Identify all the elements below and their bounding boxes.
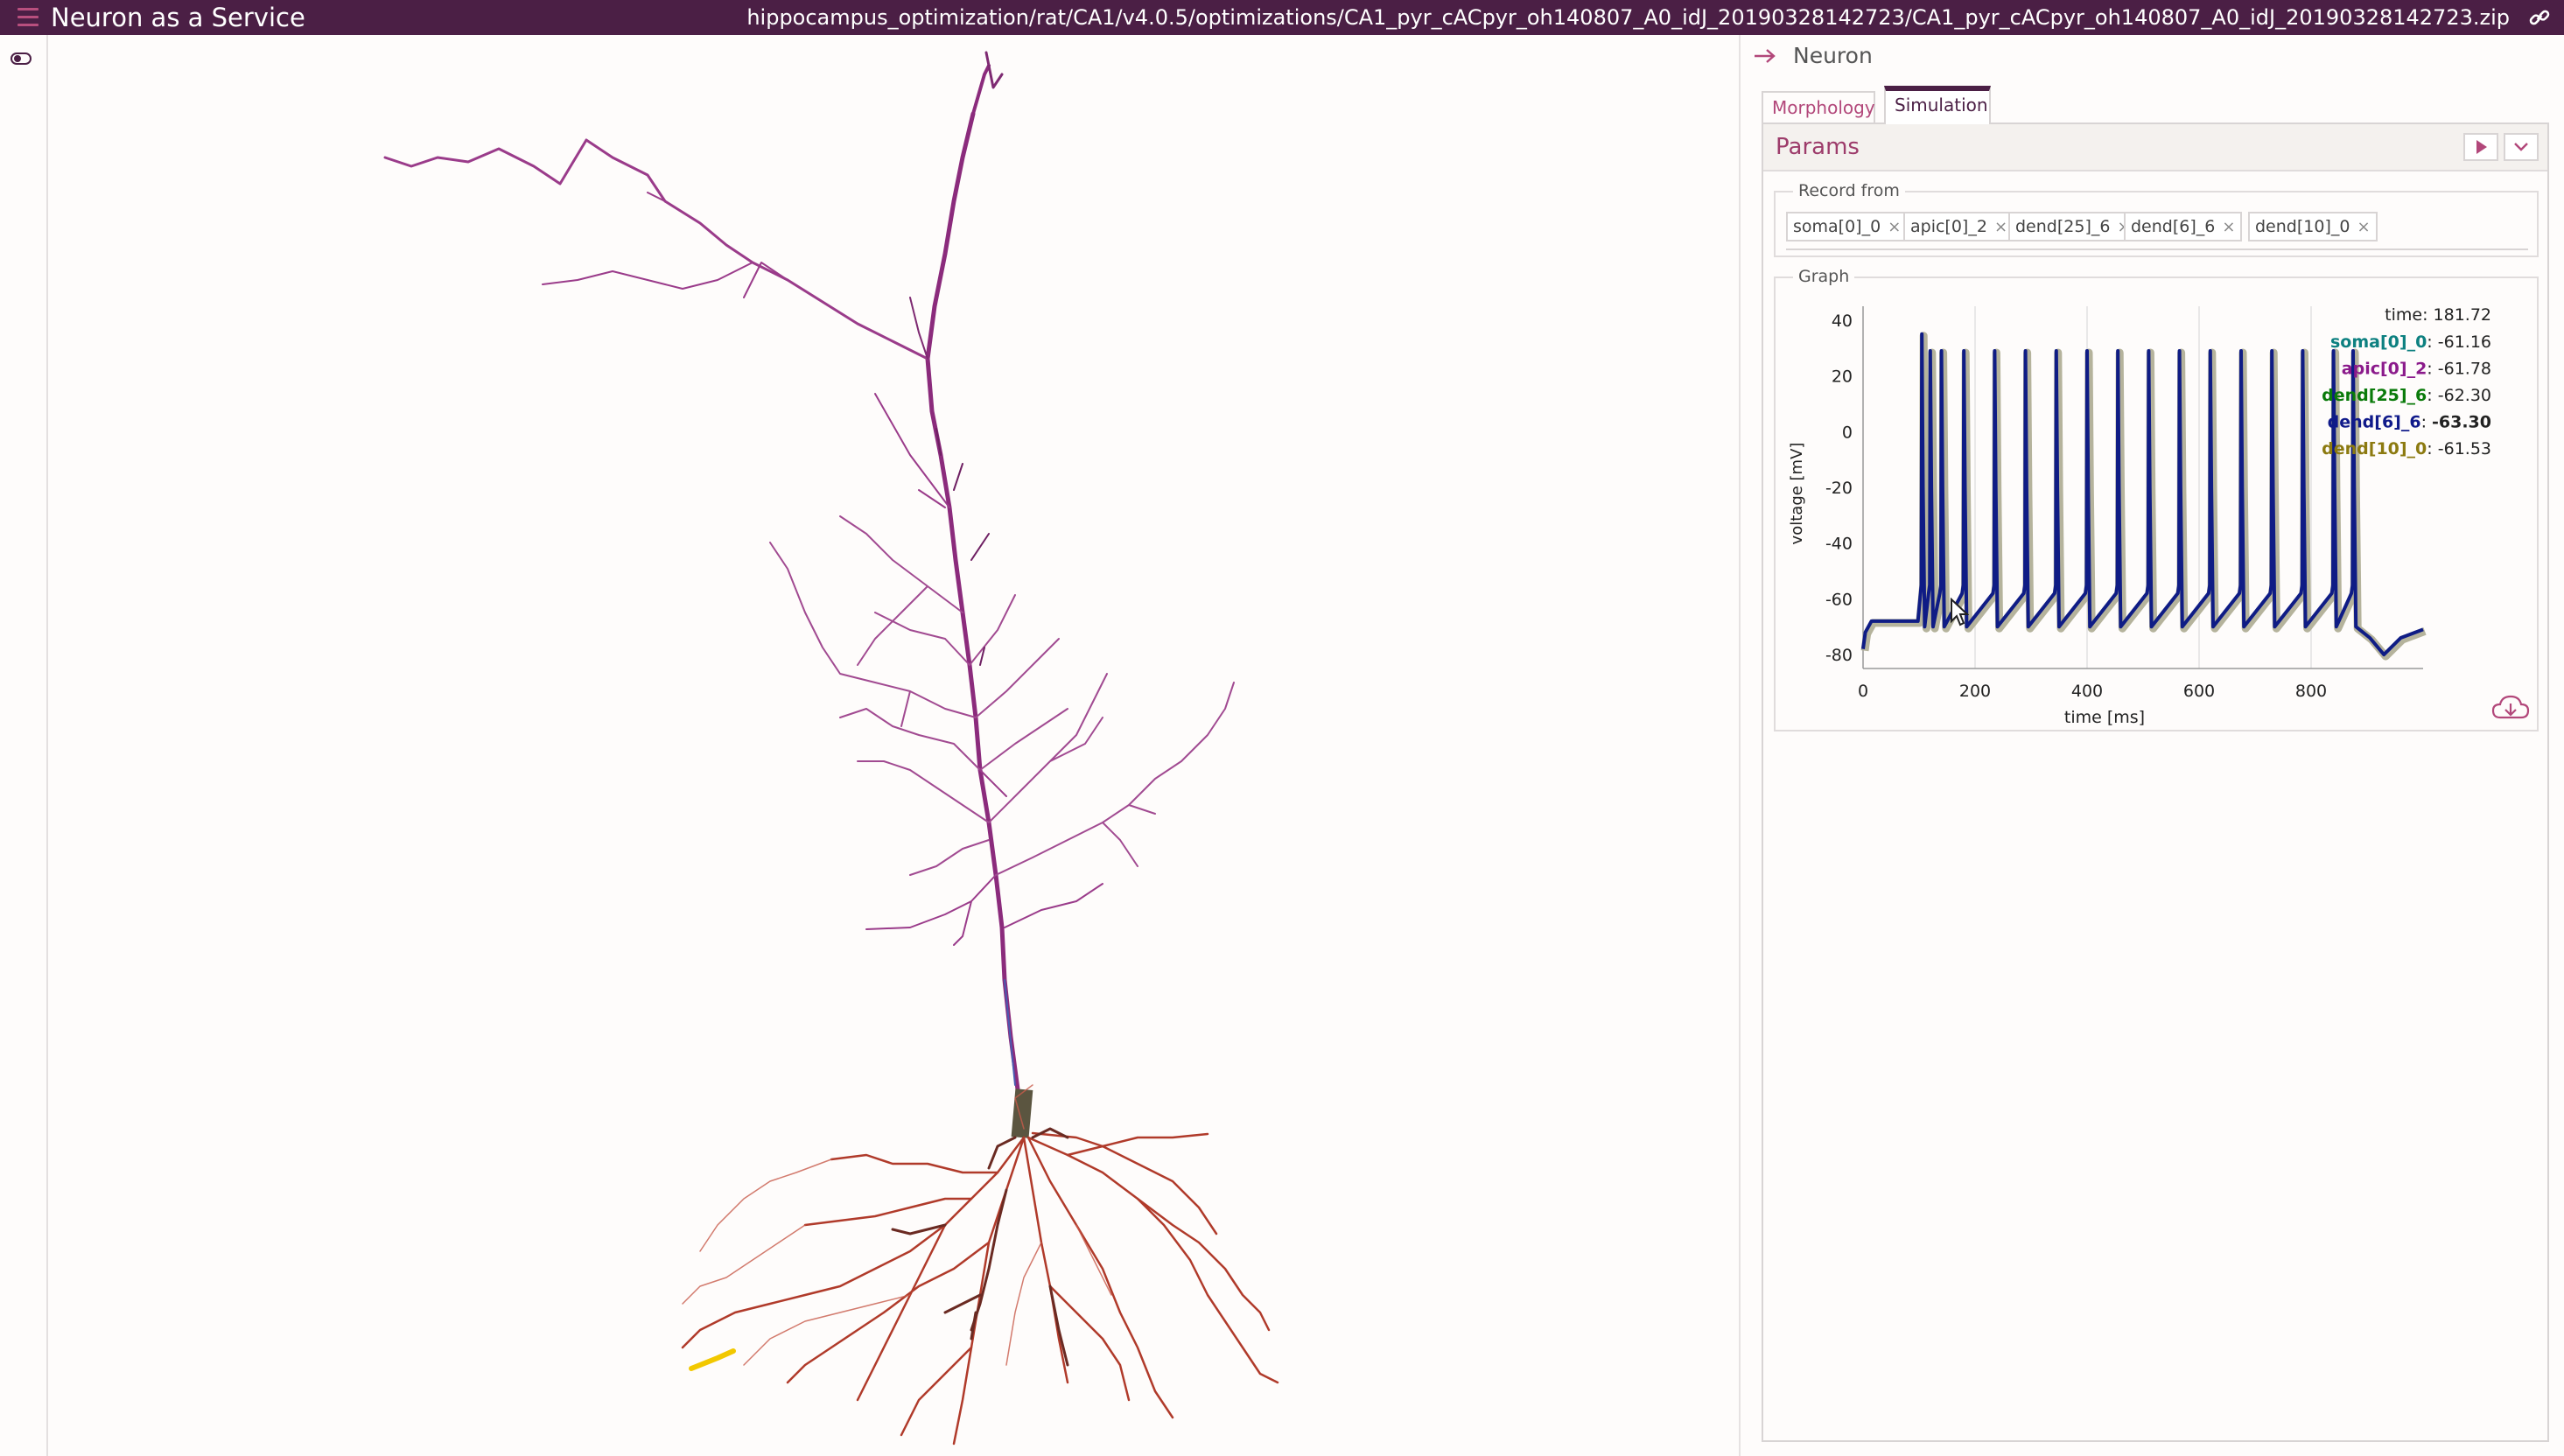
- graph-fieldset: Graph 0 200 400 600 800 40 20 0 -20 -40 -60 -80 tim…: [1774, 266, 2539, 732]
- left-toolbar: [0, 35, 48, 1456]
- readout-series-name: dend[25]_6: [2322, 386, 2427, 405]
- x-tick-label: 200: [1959, 682, 1991, 701]
- hamburger-menu-icon[interactable]: [18, 8, 39, 27]
- file-path: hippocampus_optimization/rat/CA1/v4.0.5/…: [746, 5, 2510, 30]
- expand-params-button[interactable]: [2504, 133, 2539, 161]
- readout-series-value: -61.78: [2438, 360, 2491, 379]
- x-tick-label: 0: [1858, 682, 1868, 701]
- record-from-legend: Record from: [1793, 180, 1905, 201]
- y-tick-label: -40: [1825, 535, 1853, 554]
- graph-legend: Graph: [1793, 266, 1855, 287]
- readout-entry: dend[10]_0: -61.53: [2322, 439, 2491, 458]
- y-tick-label: 40: [1832, 312, 1853, 331]
- y-tick-label: 0: [1842, 423, 1853, 442]
- x-tick-label: 600: [2183, 682, 2215, 701]
- readout-entry: dend[25]_6: -62.30: [2322, 386, 2491, 405]
- x-tick-label: 800: [2295, 682, 2327, 701]
- readout-time: time: 181.72: [2385, 305, 2491, 325]
- link-icon[interactable]: [2527, 5, 2552, 30]
- neuron-panel: Neuron Morphology Simulation Params Reco…: [1739, 35, 2564, 1456]
- readout-series-name: apic[0]_2: [2342, 360, 2427, 379]
- readout-series-value: -62.30: [2438, 386, 2491, 405]
- readout-entry: dend[6]_6: -63.30: [2328, 413, 2491, 432]
- readout-entry: apic[0]_2: -61.78: [2342, 360, 2491, 379]
- x-axis-label: time [ms]: [2064, 708, 2145, 727]
- record-from-select[interactable]: soma[0]_0× apic[0]_2× dend[25]_6× dend[6…: [1786, 210, 2528, 250]
- record-chip-label: soma[0]_0: [1793, 217, 1881, 236]
- remove-chip-icon[interactable]: ×: [1993, 218, 2008, 236]
- tab-morphology[interactable]: Morphology: [1762, 91, 1875, 122]
- record-chip[interactable]: apic[0]_2 ×: [1903, 212, 2015, 242]
- panel-title: Neuron: [1793, 43, 1873, 68]
- top-bar: Neuron as a Service hippocampus_optimiza…: [0, 0, 2564, 35]
- cloud-download-icon[interactable]: [2491, 695, 2530, 719]
- readout-series-name: dend[10]_0: [2322, 439, 2427, 458]
- record-chip-label: dend[10]_0: [2255, 217, 2350, 236]
- record-chip-label: dend[25]_6: [2015, 217, 2111, 236]
- chevron-down-icon: [2514, 143, 2528, 151]
- arrow-right-icon[interactable]: [1753, 47, 1777, 65]
- remove-chip-icon[interactable]: ×: [2222, 218, 2236, 236]
- readout-series-value: -61.16: [2438, 332, 2491, 352]
- record-chip[interactable]: dend[25]_6×: [2008, 212, 2138, 242]
- neuron-morphology: [383, 51, 1279, 1446]
- tab-simulation[interactable]: Simulation: [1884, 86, 1991, 124]
- tab-bar: Morphology Simulation: [1762, 86, 2549, 124]
- simulation-tab-content: Params Record from soma[0]_0 × apic[0]_2 ×…: [1762, 124, 2549, 1442]
- y-tick-label: 20: [1832, 368, 1853, 387]
- toggle-icon[interactable]: [11, 52, 32, 65]
- readout-series-name: dend[6]_6: [2328, 413, 2421, 432]
- run-simulation-button[interactable]: [2463, 133, 2498, 161]
- readout-series-name: soma[0]_0: [2330, 332, 2427, 352]
- chart-readout: time: 181.72 soma[0]_0: -61.16 apic[0]_2: …: [2322, 305, 2491, 458]
- readout-series-value: -61.53: [2438, 439, 2491, 458]
- params-title: Params: [1776, 134, 1860, 160]
- remove-chip-icon[interactable]: ×: [2357, 218, 2371, 236]
- y-tick-label: -80: [1825, 646, 1853, 665]
- record-chip-label: apic[0]_2: [1910, 217, 1987, 236]
- y-tick-label: -60: [1825, 590, 1853, 609]
- remove-chip-icon[interactable]: ×: [1888, 218, 1902, 236]
- y-axis-label: voltage [mV]: [1788, 443, 1806, 545]
- record-chip[interactable]: dend[10]_0 ×: [2248, 212, 2378, 242]
- readout-series-value: -63.30: [2432, 413, 2491, 432]
- params-header: Params: [1763, 124, 2547, 172]
- play-icon: [2476, 140, 2487, 154]
- readout-time-value: 181.72: [2434, 305, 2491, 325]
- panel-header: Neuron: [1741, 35, 2564, 79]
- readout-entry: soma[0]_0: -61.16: [2330, 332, 2491, 352]
- record-chip[interactable]: dend[6]_6 ×: [2124, 212, 2243, 242]
- record-chip-label: dend[6]_6: [2131, 217, 2216, 236]
- x-tick-label: 400: [2071, 682, 2103, 701]
- readout-time-label: time:: [2385, 305, 2433, 325]
- y-tick-label: -20: [1825, 479, 1853, 498]
- record-from-fieldset: Record from soma[0]_0 × apic[0]_2 × dend[2…: [1774, 180, 2539, 257]
- mouse-pointer-icon: [1951, 598, 1969, 626]
- trace-line-shadow: [1860, 332, 2427, 661]
- app-title: Neuron as a Service: [51, 3, 305, 32]
- record-chip[interactable]: soma[0]_0 ×: [1786, 212, 1909, 242]
- morphology-viewer[interactable]: [48, 35, 1737, 1456]
- trace-line-dend6: [1861, 332, 2424, 657]
